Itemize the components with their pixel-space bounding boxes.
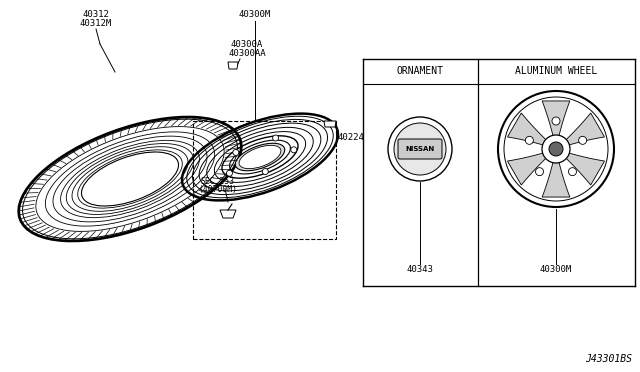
Polygon shape — [324, 121, 336, 127]
Polygon shape — [508, 153, 547, 185]
Bar — [193, 121, 336, 239]
Circle shape — [227, 170, 232, 176]
Polygon shape — [508, 113, 547, 145]
Polygon shape — [542, 161, 570, 197]
Text: 40343: 40343 — [406, 265, 433, 274]
Circle shape — [291, 147, 297, 153]
Text: SEC.253: SEC.253 — [201, 177, 235, 186]
Circle shape — [579, 137, 587, 144]
Circle shape — [273, 135, 278, 141]
Text: 17x7J: 17x7J — [543, 102, 570, 111]
Text: (40700M): (40700M) — [198, 185, 237, 194]
Polygon shape — [220, 210, 236, 218]
Circle shape — [542, 135, 570, 163]
Circle shape — [549, 142, 563, 156]
Circle shape — [525, 137, 533, 144]
Polygon shape — [565, 113, 605, 145]
Text: 40300AA: 40300AA — [228, 49, 266, 58]
Polygon shape — [228, 62, 238, 69]
Ellipse shape — [236, 143, 285, 171]
Circle shape — [233, 150, 239, 155]
Text: ORNAMENT: ORNAMENT — [397, 66, 444, 76]
Text: 40312: 40312 — [83, 10, 109, 19]
Text: J43301BS: J43301BS — [585, 354, 632, 364]
Polygon shape — [565, 153, 605, 185]
Text: 40300A: 40300A — [231, 40, 263, 49]
Circle shape — [498, 91, 614, 207]
Text: ALUMINUM WHEEL: ALUMINUM WHEEL — [515, 66, 597, 76]
Circle shape — [262, 169, 268, 174]
Text: 40224: 40224 — [338, 133, 365, 142]
Text: 40300M: 40300M — [540, 265, 572, 274]
Polygon shape — [542, 101, 570, 137]
Circle shape — [552, 117, 560, 125]
Ellipse shape — [81, 152, 179, 206]
Ellipse shape — [239, 145, 281, 169]
Circle shape — [568, 168, 577, 176]
Circle shape — [388, 117, 452, 181]
Text: NISSAN: NISSAN — [405, 146, 435, 152]
FancyBboxPatch shape — [398, 139, 442, 159]
Text: 40312M: 40312M — [80, 19, 112, 28]
Circle shape — [394, 123, 446, 175]
Text: 40300M: 40300M — [239, 10, 271, 19]
Circle shape — [536, 168, 543, 176]
